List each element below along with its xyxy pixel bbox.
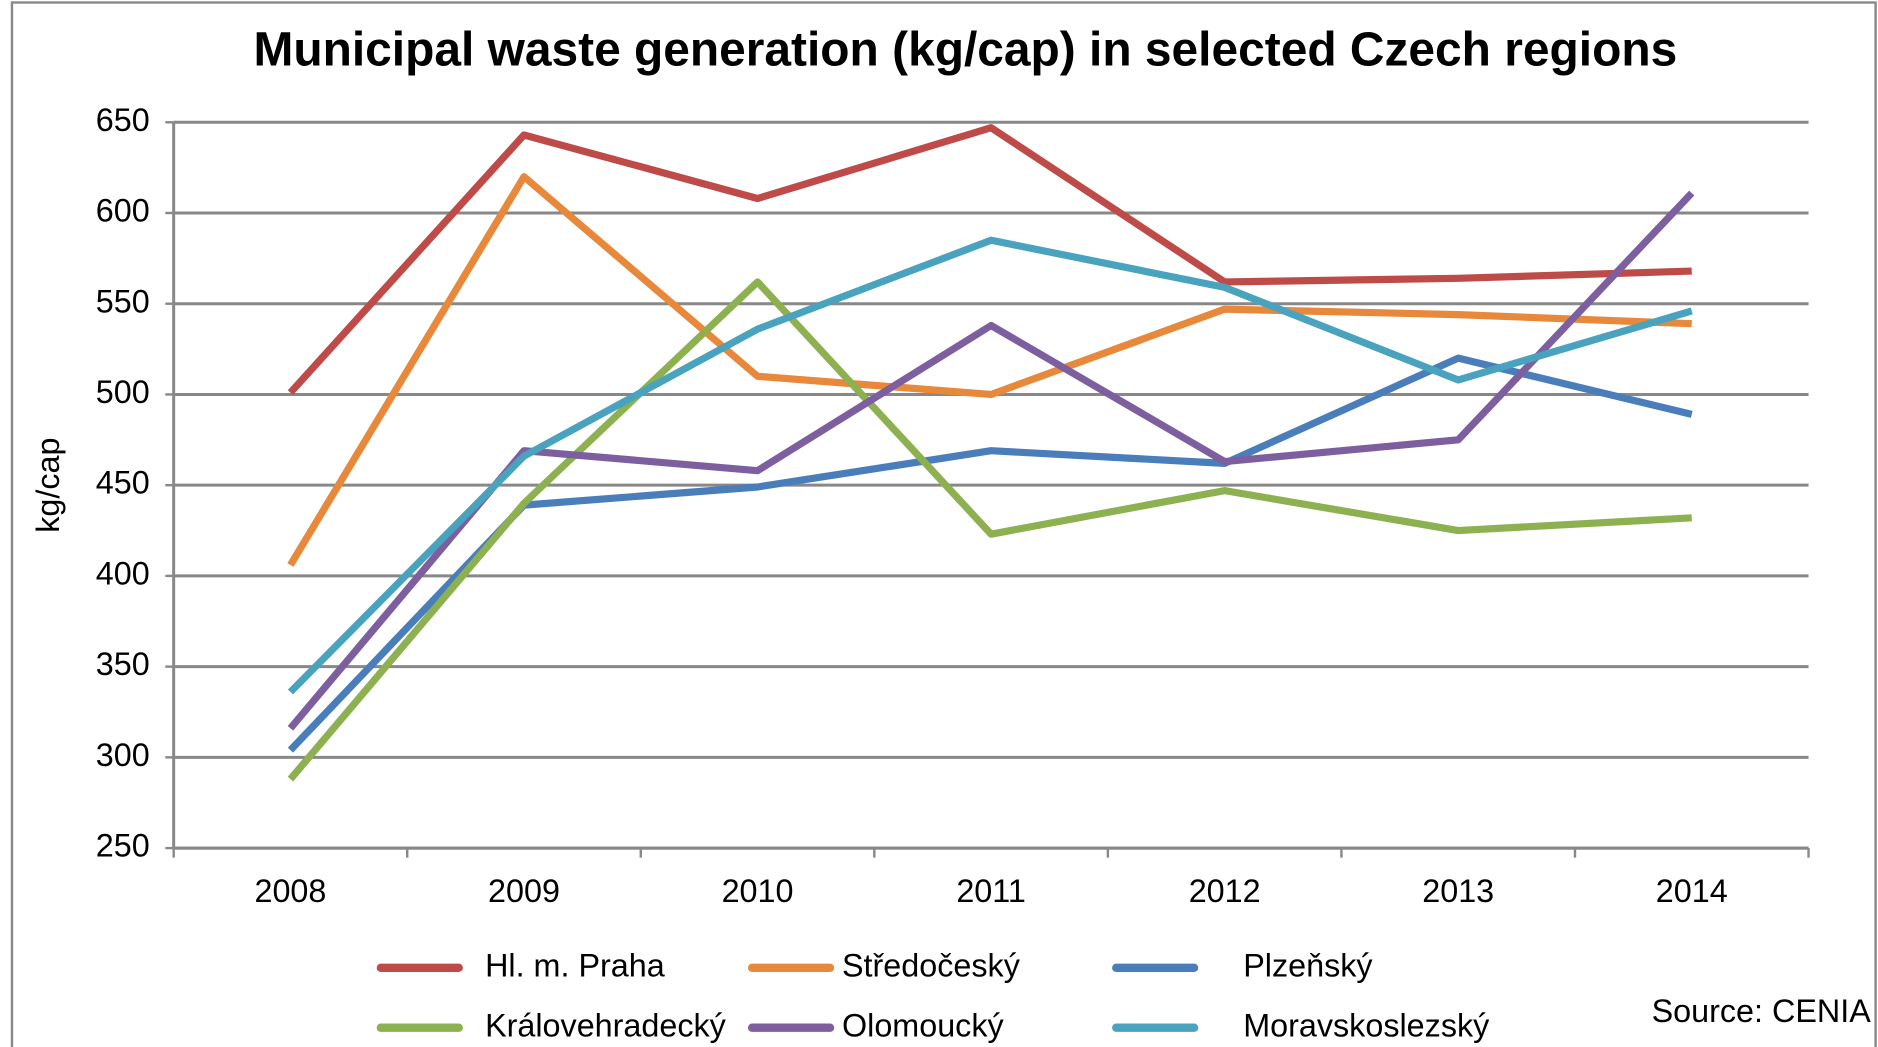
y-axis-label: kg/cap xyxy=(30,438,66,533)
x-tick-label: 2011 xyxy=(956,873,1026,909)
x-tick-label: 2013 xyxy=(1422,873,1494,909)
series-line xyxy=(287,236,1693,695)
x-tick-label: 2008 xyxy=(254,873,326,909)
x-tick-label: 2009 xyxy=(488,873,560,909)
legend-label: Královehradecký xyxy=(485,1007,727,1043)
source-note: Source: CENIA xyxy=(1652,993,1872,1029)
y-tick-label: 450 xyxy=(96,465,150,501)
series-line xyxy=(287,173,1692,567)
legend-label: Středočeský xyxy=(842,947,1021,983)
series-line xyxy=(287,124,1692,396)
y-tick-label: 650 xyxy=(96,102,150,138)
legend-label: Hl. m. Praha xyxy=(485,947,665,983)
series-line xyxy=(287,278,1692,782)
y-tick-label: 300 xyxy=(96,737,150,773)
legend-label: Moravskoslezský xyxy=(1243,1007,1490,1043)
series-line xyxy=(287,190,1695,731)
y-tick-label: 550 xyxy=(96,283,150,319)
legend-label: Plzeňský xyxy=(1243,947,1373,983)
y-tick-label: 400 xyxy=(96,555,150,591)
legend-label: Olomoucký xyxy=(842,1007,1005,1043)
x-tick-label: 2010 xyxy=(722,873,794,909)
x-tick-label: 2012 xyxy=(1189,873,1261,909)
chart-title: Municipal waste generation (kg/cap) in s… xyxy=(253,23,1677,76)
y-tick-label: 250 xyxy=(96,828,150,864)
x-tick-label: 2014 xyxy=(1656,873,1728,909)
y-tick-label: 350 xyxy=(96,646,150,682)
y-tick-label: 500 xyxy=(96,374,150,410)
chart-frame xyxy=(10,1,1877,1047)
y-tick-label: 600 xyxy=(96,193,150,229)
